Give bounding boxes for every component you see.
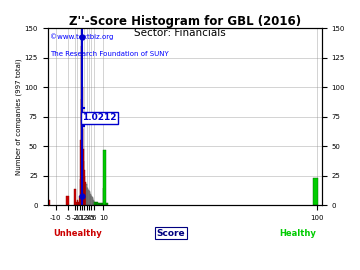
Bar bbox=[80, 140, 81, 205]
Bar bbox=[93, 200, 94, 205]
Bar bbox=[96, 202, 97, 205]
Bar bbox=[92, 197, 93, 205]
Bar bbox=[102, 203, 103, 205]
Bar bbox=[83, 149, 84, 205]
Bar bbox=[67, 196, 69, 205]
Bar bbox=[106, 203, 107, 205]
Y-axis label: Number of companies (997 total): Number of companies (997 total) bbox=[15, 58, 22, 175]
Text: The Research Foundation of SUNY: The Research Foundation of SUNY bbox=[50, 51, 169, 57]
Bar bbox=[94, 202, 95, 205]
Bar bbox=[100, 203, 101, 205]
Bar bbox=[82, 129, 83, 205]
Bar bbox=[99, 203, 100, 205]
Text: Unhealthy: Unhealthy bbox=[53, 228, 102, 238]
Bar bbox=[103, 150, 106, 205]
Bar bbox=[101, 203, 102, 205]
Bar bbox=[91, 196, 92, 205]
Bar bbox=[79, 196, 80, 205]
Bar bbox=[86, 184, 87, 205]
Text: 1.0212: 1.0212 bbox=[82, 113, 117, 122]
Bar bbox=[48, 200, 50, 205]
Bar bbox=[98, 203, 99, 205]
Bar bbox=[95, 202, 96, 205]
Bar bbox=[107, 203, 108, 205]
Bar bbox=[81, 46, 82, 205]
Bar bbox=[74, 189, 76, 205]
Text: Sector: Financials: Sector: Financials bbox=[134, 28, 226, 38]
Bar bbox=[314, 178, 318, 205]
Bar bbox=[88, 189, 89, 205]
Bar bbox=[87, 188, 88, 205]
Bar bbox=[85, 182, 86, 205]
Title: Z''-Score Histogram for GBL (2016): Z''-Score Histogram for GBL (2016) bbox=[68, 15, 301, 28]
Text: Score: Score bbox=[157, 228, 185, 238]
Text: ©www.textbiz.org: ©www.textbiz.org bbox=[50, 33, 114, 40]
Text: Healthy: Healthy bbox=[279, 228, 316, 238]
Bar bbox=[78, 202, 79, 205]
Bar bbox=[84, 170, 85, 205]
Bar bbox=[90, 194, 91, 205]
Bar bbox=[75, 202, 77, 205]
Bar bbox=[77, 200, 78, 205]
Bar bbox=[97, 202, 98, 205]
Bar bbox=[89, 191, 90, 205]
